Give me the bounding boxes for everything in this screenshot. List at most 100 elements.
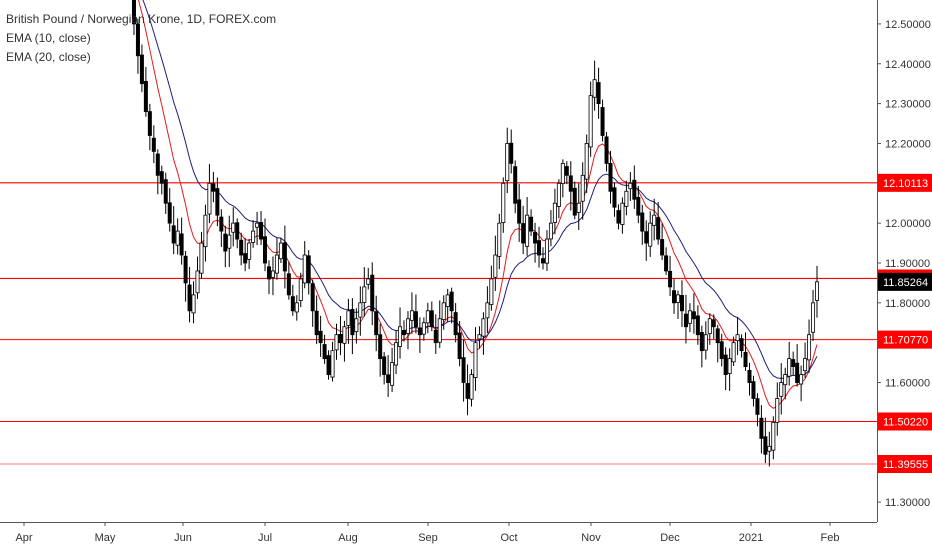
candle: [556, 179, 561, 219]
x-tick-label: May: [95, 532, 116, 544]
candle-body-up: [485, 302, 490, 319]
level-price-label-text: 11.70770: [883, 335, 928, 347]
candle: [640, 204, 645, 245]
candle: [219, 209, 224, 247]
candle: [743, 332, 748, 371]
candle: [576, 183, 581, 230]
candle-body-up: [787, 358, 792, 377]
candle-body-up: [687, 310, 692, 324]
candle-body-down: [465, 383, 470, 399]
candle-body-down: [763, 436, 768, 455]
candle-body-up: [779, 382, 784, 397]
candle: [497, 213, 502, 270]
last-price-label: 11.85264: [878, 272, 932, 291]
candle: [695, 305, 700, 345]
last-price-label-text: 11.85264: [883, 277, 928, 289]
candle-body-up: [302, 254, 307, 284]
candle: [711, 314, 716, 340]
candle-body-down: [751, 381, 756, 399]
candle: [687, 303, 692, 333]
candle-body-up: [588, 95, 593, 148]
candle-body-up: [437, 318, 442, 343]
candle-body-down: [608, 163, 613, 192]
candle: [270, 256, 275, 296]
y-tick-label: 12.30000: [885, 99, 931, 111]
candle-body-down: [457, 332, 462, 360]
x-tick-label: Dec: [660, 532, 680, 544]
candle: [739, 334, 744, 358]
level-price-label: 11.39555: [878, 455, 932, 474]
candle: [409, 292, 414, 334]
candle-body-down: [290, 296, 295, 312]
candle-body-up: [676, 294, 681, 303]
candle: [529, 209, 534, 236]
candle: [505, 127, 510, 194]
candle: [227, 215, 232, 267]
candle-body-down: [568, 175, 573, 192]
candle-body-up: [247, 242, 252, 260]
candle-body-up: [362, 286, 367, 303]
candle: [564, 161, 569, 185]
candle-body-down: [672, 290, 677, 304]
candle-body-up: [199, 242, 204, 274]
x-tick-label: 2021: [739, 532, 763, 544]
candle-body-down: [636, 196, 641, 216]
candle: [135, 18, 140, 74]
candle-body-down: [326, 355, 331, 375]
candle: [513, 160, 518, 214]
candle: [457, 321, 462, 367]
candle-body-up: [525, 214, 530, 247]
candle-body-down: [537, 240, 542, 256]
candle-body-up: [707, 318, 712, 335]
candle: [171, 206, 176, 255]
candle-body-down: [282, 242, 287, 272]
candle: [167, 188, 172, 232]
candle: [215, 177, 220, 227]
candle: [187, 266, 192, 323]
candle: [453, 303, 458, 343]
candle: [413, 294, 418, 334]
candle: [417, 317, 422, 353]
x-tick-label: Feb: [821, 532, 840, 544]
candle: [660, 223, 665, 261]
candle-body-up: [727, 358, 732, 374]
candle: [306, 250, 311, 295]
candle-body-down: [795, 362, 800, 383]
candle-body-down: [163, 179, 168, 204]
candle: [195, 256, 200, 299]
candle: [286, 261, 291, 300]
candle-body-down: [449, 291, 454, 312]
candle-body-down: [429, 310, 434, 328]
candle-body-up: [652, 214, 657, 226]
candle: [338, 315, 343, 356]
candle-body-down: [604, 136, 609, 164]
candle: [382, 352, 387, 385]
candle: [143, 66, 148, 117]
candle-body-down: [382, 356, 387, 375]
candle: [473, 327, 478, 391]
candle-body-up: [231, 222, 236, 233]
candle: [815, 265, 820, 318]
candle: [163, 172, 168, 214]
candle-body-up: [251, 230, 256, 243]
candle: [390, 347, 395, 392]
candle: [580, 162, 585, 220]
candle-body-up: [560, 162, 565, 185]
candle: [533, 222, 538, 263]
candle: [604, 131, 609, 172]
candle-body-up: [771, 421, 776, 451]
candle: [763, 417, 768, 464]
candle: [266, 260, 271, 295]
candle: [489, 265, 494, 311]
candle: [699, 325, 704, 368]
candle-body-up: [556, 182, 561, 207]
candle: [354, 308, 359, 344]
candle: [294, 295, 299, 321]
candle-body-down: [223, 233, 228, 252]
candle: [278, 237, 283, 264]
candle: [405, 311, 410, 350]
candle-body-up: [175, 230, 180, 246]
candle-body-up: [552, 202, 557, 223]
